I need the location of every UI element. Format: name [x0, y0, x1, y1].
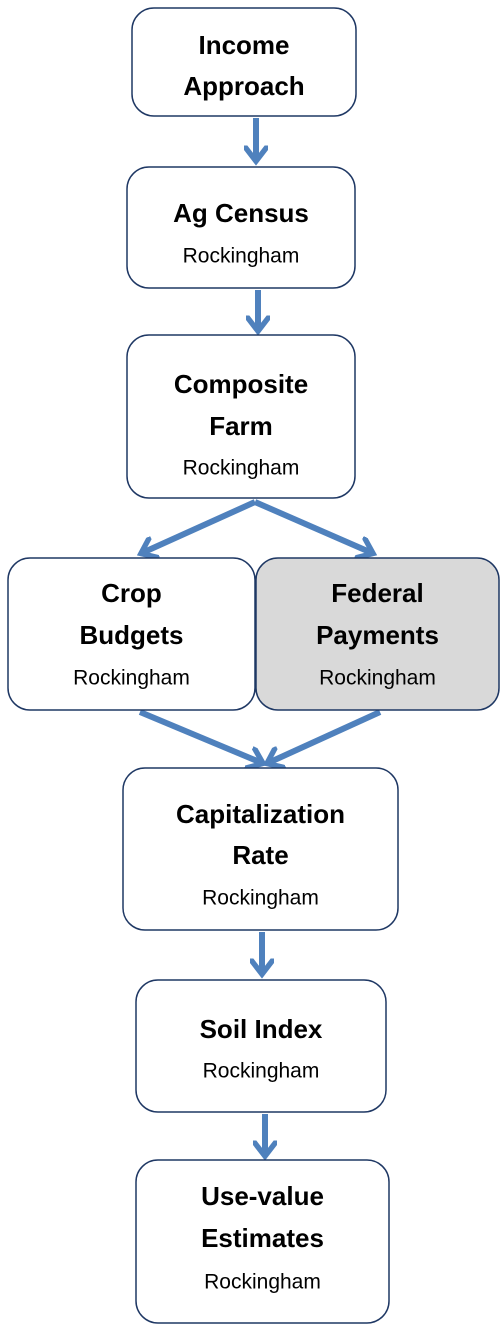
node: Composite Farm Rockingham	[126, 334, 356, 499]
node: Soil Index Rockingham	[135, 979, 387, 1113]
node-title: Soil Index	[200, 1014, 323, 1044]
node-title: Approach	[183, 71, 304, 101]
node-title: Estimates	[201, 1223, 324, 1253]
node-title: Capitalization	[176, 799, 345, 829]
node-title: Farm	[209, 411, 273, 441]
node-title: Federal	[331, 578, 424, 608]
arrow	[142, 499, 257, 553]
node-subtitle: Rockingham	[204, 1271, 321, 1294]
node: Use-value Estimates Rockingham	[135, 1159, 390, 1324]
node-title: Payments	[316, 620, 439, 650]
node: Income Approach	[131, 7, 357, 117]
node-box	[135, 979, 387, 1113]
node-subtitle: Rockingham	[183, 457, 300, 480]
node-box	[255, 557, 500, 711]
node-box	[126, 166, 356, 289]
node: Ag Census Rockingham	[126, 166, 356, 289]
node-title: Use-value	[201, 1181, 324, 1211]
node-subtitle: Rockingham	[183, 245, 300, 268]
node-title: Income	[198, 30, 289, 60]
node-title: Ag Census	[173, 198, 309, 228]
arrow	[138, 709, 262, 763]
arrows	[138, 118, 382, 1155]
node-subtitle: Rockingham	[319, 667, 436, 690]
arrow	[268, 709, 382, 763]
node-box	[131, 7, 357, 117]
node-box	[7, 557, 256, 711]
node: Federal Payments Rockingham	[255, 557, 500, 711]
node: Crop Budgets Rockingham	[7, 557, 256, 711]
node-title: Budgets	[80, 620, 184, 650]
node-title: Crop	[101, 578, 162, 608]
node-box	[135, 1159, 390, 1324]
node-title: Composite	[174, 369, 308, 399]
node-box	[126, 334, 356, 499]
node-box	[122, 767, 399, 931]
node-subtitle: Rockingham	[203, 1060, 320, 1083]
node-subtitle: Rockingham	[202, 887, 319, 910]
node-title: Rate	[232, 840, 288, 870]
node: Capitalization Rate Rockingham	[122, 767, 399, 931]
arrow	[253, 499, 372, 553]
node-subtitle: Rockingham	[73, 667, 190, 690]
